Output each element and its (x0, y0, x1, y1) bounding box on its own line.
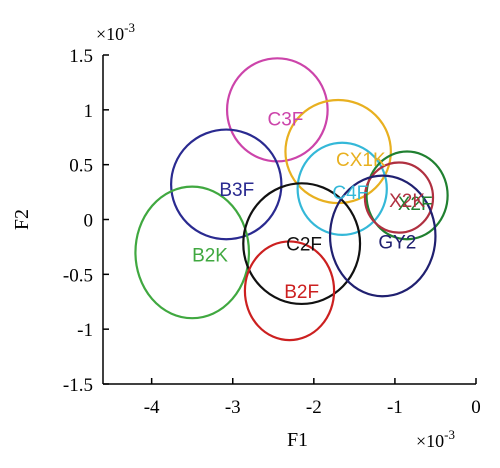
x-tick-label: 0 (471, 397, 481, 418)
ellipse-label-c3f: C3F (267, 110, 303, 131)
ellipse-b3f (170, 128, 283, 241)
ellipse-label-b2k: B2K (192, 246, 228, 267)
y-tick-label: -1 (77, 320, 93, 341)
ticks-layer: -4 -3 -2 -1 0 1.5 1 0.5 0 -0.5 -1 -1.5 (63, 46, 481, 418)
ellipse-label-x2k: X2K (389, 191, 425, 212)
ellipse-label-b3f: B3F (219, 180, 254, 201)
ellipse-label-cx1k: CX1K (336, 150, 386, 171)
ellipse-x2f (365, 150, 449, 241)
ellipse-x2k (363, 161, 435, 234)
ellipse-b2k (134, 185, 251, 320)
x-axis-multiplier: ×10-3 (416, 427, 455, 451)
ellipse-c2f (242, 182, 362, 306)
ellipse-label-gy2: GY2 (378, 232, 416, 253)
y-tick-label: -0.5 (63, 265, 93, 286)
y-tick-label: 0 (84, 211, 94, 232)
ellipse-label-c4f: C4F (332, 183, 368, 204)
ellipse-b2f (243, 240, 336, 342)
x-tick-label: -2 (306, 397, 322, 418)
ellipse-c4f (296, 141, 388, 236)
x-tick-label: -3 (225, 397, 241, 418)
y-multiplier-exponent: -3 (124, 20, 135, 35)
y-tick-label: -1.5 (63, 375, 93, 396)
x-multiplier-exponent: -3 (444, 427, 455, 442)
x-tick-label: -1 (387, 397, 403, 418)
ellipses-layer (134, 57, 449, 342)
axes-layer (102, 55, 476, 385)
ellipse-label-c2f: C2F (286, 235, 322, 256)
y-multiplier-base: ×10 (96, 24, 124, 44)
ellipse-gy2 (328, 174, 437, 298)
y-tick-label: 0.5 (69, 156, 93, 177)
ellipse-label-b2f: B2F (284, 282, 319, 303)
x-tick-label: -4 (144, 397, 160, 418)
y-tick-label: 1 (84, 101, 94, 122)
y-axis-title: F2 (11, 209, 33, 230)
x-multiplier-base: ×10 (416, 431, 444, 451)
y-tick-label: 1.5 (69, 46, 93, 67)
ellipse-label-x2f: X2F (398, 194, 433, 215)
y-axis-multiplier: ×10-3 (96, 20, 135, 44)
x-axis-title: F1 (287, 429, 308, 451)
